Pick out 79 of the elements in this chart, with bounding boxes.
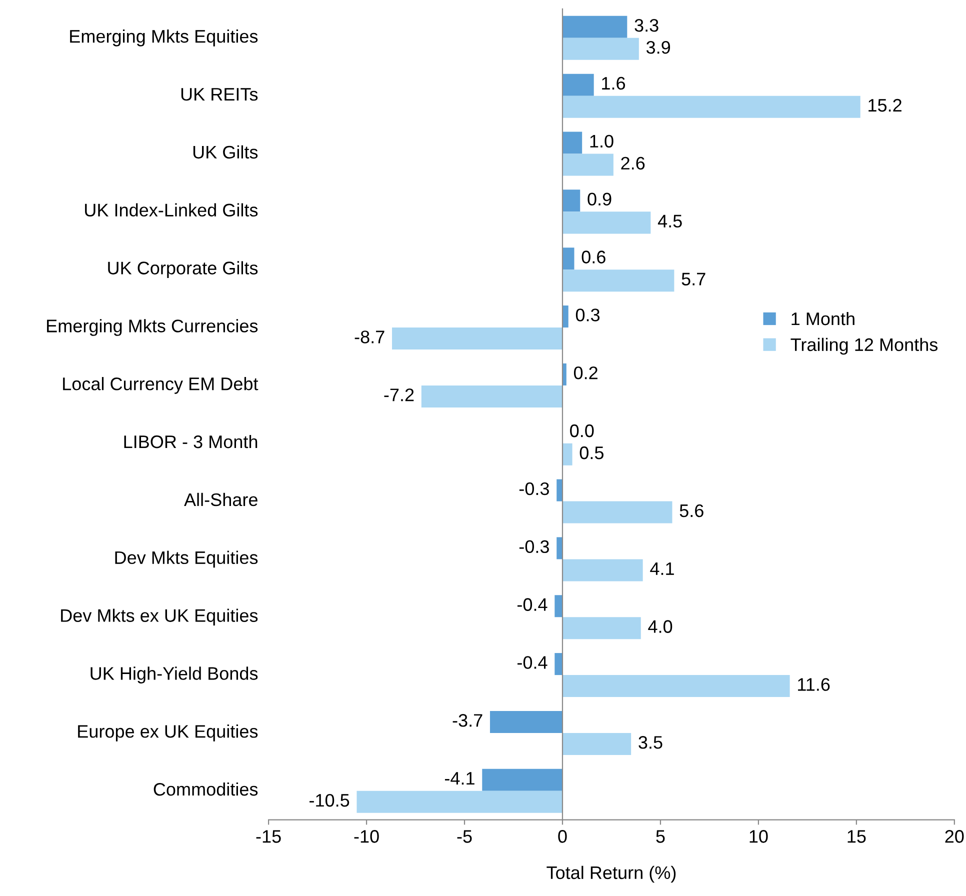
bar xyxy=(562,190,580,212)
data-label: -7.2 xyxy=(384,388,414,402)
data-label: 5.7 xyxy=(682,272,706,286)
bar xyxy=(392,328,562,350)
bar xyxy=(554,595,562,618)
x-tick-label: -5 xyxy=(457,830,472,843)
bar xyxy=(482,768,562,791)
bar xyxy=(562,306,568,328)
bar xyxy=(562,38,639,60)
x-axis-title: Total Return (%) xyxy=(546,866,676,883)
data-label: 2.6 xyxy=(621,156,645,170)
bar xyxy=(562,675,790,698)
y-tick-label: LIBOR - 3 Month xyxy=(124,434,258,448)
data-label: -0.4 xyxy=(517,598,548,611)
y-tick-label: UK Index-Linked Gilts xyxy=(85,203,258,217)
y-tick-label: Emerging Mkts Equities xyxy=(70,30,258,46)
data-label: -3.7 xyxy=(452,714,482,727)
data-label: 15.2 xyxy=(868,98,902,112)
legend-label: 1 Month xyxy=(792,312,854,326)
data-label: 0.6 xyxy=(582,250,606,264)
bar xyxy=(562,559,643,582)
data-label: -4.1 xyxy=(444,772,474,785)
data-label: -10.5 xyxy=(310,794,350,807)
bar xyxy=(421,385,562,408)
x-tick-label: 15 xyxy=(848,830,866,843)
bar xyxy=(562,154,614,176)
data-label: 4.5 xyxy=(658,214,682,228)
bar xyxy=(554,653,562,676)
y-tick-label: Dev Mkts ex UK Equities xyxy=(61,608,258,626)
bar xyxy=(556,479,562,502)
y-tick-label: Dev Mkts Equities xyxy=(115,550,258,568)
y-tick-label: Commodities xyxy=(154,782,258,796)
bar xyxy=(490,710,562,733)
data-label: -0.3 xyxy=(519,482,549,496)
bar xyxy=(562,501,672,524)
bar xyxy=(562,617,641,640)
data-label: 3.5 xyxy=(638,736,662,749)
y-tick-label: Europe ex UK Equities xyxy=(78,724,258,742)
y-tick-label: UK Gilts xyxy=(193,145,258,159)
data-label: 3.9 xyxy=(646,40,670,54)
data-label: 0.0 xyxy=(570,424,594,438)
bar xyxy=(562,248,574,270)
bar xyxy=(562,132,582,154)
data-label: 0.2 xyxy=(574,366,598,380)
bar xyxy=(562,16,628,38)
data-label: 4.0 xyxy=(648,620,672,633)
data-label: -0.3 xyxy=(519,540,549,554)
bar xyxy=(562,443,572,466)
legend-label: Trailing 12 Months xyxy=(790,338,938,355)
y-tick-label: UK Corporate Gilts xyxy=(108,261,258,278)
x-tick-label: -15 xyxy=(256,830,281,843)
bar xyxy=(562,212,651,234)
bar xyxy=(356,790,562,813)
data-label: 3.3 xyxy=(634,18,658,32)
x-tick-label: 10 xyxy=(750,830,768,843)
y-tick-label: Emerging Mkts Currencies xyxy=(47,319,258,336)
y-tick-label: Local Currency EM Debt xyxy=(63,377,258,394)
data-label: 4.1 xyxy=(650,562,674,575)
y-tick-label: UK High-Yield Bonds xyxy=(90,666,258,684)
data-label: 1.6 xyxy=(602,76,626,90)
y-tick-label: UK REITs xyxy=(181,88,258,101)
y-tick-label: All-Share xyxy=(184,492,258,506)
data-label: 1.0 xyxy=(590,134,614,148)
bar xyxy=(556,537,562,560)
data-label: 0.5 xyxy=(580,446,604,460)
data-label: 11.6 xyxy=(798,678,830,691)
bar xyxy=(562,270,674,292)
x-tick-label: 5 xyxy=(656,830,665,843)
data-label: 5.6 xyxy=(680,504,704,518)
data-label: -0.4 xyxy=(517,656,548,669)
data-label: 0.9 xyxy=(588,192,612,206)
x-tick-label: -10 xyxy=(354,830,379,843)
x-tick-label: 20 xyxy=(945,830,964,843)
data-label: 0.3 xyxy=(576,308,600,322)
data-label: -8.7 xyxy=(354,330,384,344)
bar xyxy=(562,74,594,96)
bar xyxy=(562,96,860,118)
bar xyxy=(562,732,632,755)
x-tick-label: 0 xyxy=(558,830,567,843)
